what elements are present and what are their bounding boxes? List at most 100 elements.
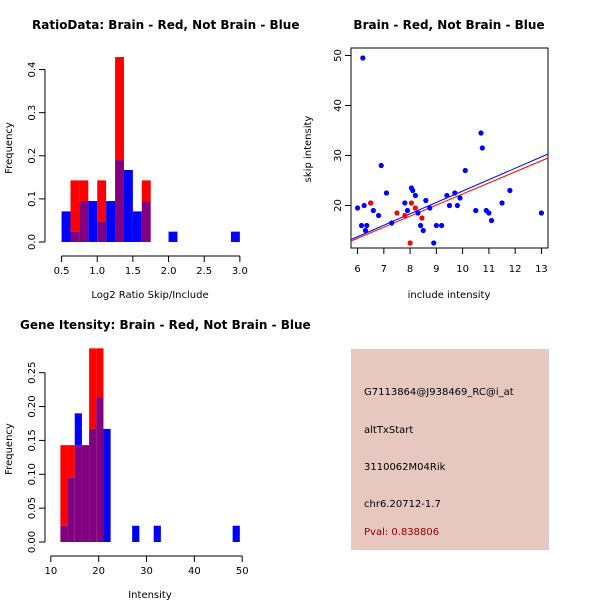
scatter-x-tick-label: 11 — [483, 264, 496, 275]
ratio-y-tick-label: 0.1 — [27, 191, 38, 207]
ratio-histogram-title: RatioData: Brain - Red, Not Brain - Blue — [32, 18, 299, 32]
scatter-x-tick-label: 10 — [456, 264, 469, 275]
scatter-point-not-brain — [427, 205, 433, 211]
scatter-point-not-brain — [420, 227, 426, 234]
scatter-y-tick-label: 50 — [333, 49, 344, 62]
ratio-x-tick-label: 1.5 — [125, 266, 141, 277]
scatter-point-not-brain — [478, 130, 484, 136]
ratio-bar-not-brain — [168, 231, 178, 242]
scatter-x-tick-label: 7 — [381, 264, 387, 275]
scatter-point-not-brain — [415, 210, 421, 216]
intensity-scatter-frame — [350, 47, 549, 249]
gene-intensity-histogram-bars — [60, 348, 240, 542]
ratio-histogram-ylabel: Frequency — [4, 122, 15, 174]
scatter-point-brain — [407, 240, 413, 246]
scatter-point-brain — [402, 212, 408, 219]
scatter-point-not-brain — [423, 197, 429, 204]
intensity-bar-not-brain — [153, 525, 161, 542]
scatter-point-brain — [419, 215, 425, 221]
intensity-x-tick-label: 30 — [140, 566, 153, 577]
scatter-x-tick-label: 6 — [354, 264, 360, 275]
ratio-bar-brain — [141, 180, 151, 202]
gene-intensity-histogram: Gene Itensity: Brain - Red, Not Brain - … — [4, 318, 311, 600]
ratio-x-tick-label: 3.0 — [232, 266, 248, 277]
scatter-y-tick-label: 40 — [333, 99, 344, 112]
scatter-point-not-brain — [360, 55, 366, 61]
scatter-x-tick-label: 8 — [407, 264, 413, 275]
intensity-bar-overlap — [60, 525, 68, 542]
ratio-histogram-xlabel: Log2 Ratio Skip/Include — [91, 290, 208, 301]
probe-id: G7113864@J938469_RC@i_at — [364, 387, 514, 398]
scatter-point-not-brain — [383, 190, 390, 196]
scatter-point-not-brain — [538, 210, 545, 216]
gene-intensity-histogram-title: Gene Itensity: Brain - Red, Not Brain - … — [20, 318, 311, 332]
intensity-bar-brain — [60, 445, 68, 526]
scatter-point-brain — [394, 210, 400, 216]
scatter-point-not-brain — [378, 162, 384, 169]
scatter-point-not-brain — [412, 192, 418, 199]
scatter-point-not-brain — [404, 207, 411, 214]
intensity-y-tick-label: 0.10 — [27, 463, 38, 485]
scatter-point-not-brain — [486, 210, 492, 216]
intensity-scatter: Brain - Red, Not Brain - Blue 6 7 8 9 10 11 12… — [303, 18, 549, 301]
ratio-histogram-bars — [61, 57, 240, 242]
scatter-point-not-brain — [431, 240, 437, 246]
intensity-y-tick-label: 0.05 — [27, 497, 38, 519]
ratio-bar-brain — [70, 180, 80, 232]
genomic-location: chr6.20712-1.7 — [364, 499, 441, 510]
intensity-bar-brain — [89, 348, 97, 429]
ratio-x-tick-label: 2.0 — [161, 266, 177, 277]
scatter-fit-line-red — [350, 157, 549, 242]
scatter-point-not-brain — [354, 205, 361, 211]
intensity-scatter-ylabel: skip intensity — [303, 116, 314, 183]
ratio-bar-overlap — [115, 160, 124, 242]
intensity-bar-not-brain — [232, 525, 240, 542]
scatter-point-not-brain — [499, 200, 505, 206]
intensity-x-tick-label: 50 — [236, 566, 249, 577]
intensity-x-tick-label: 20 — [92, 566, 105, 577]
ratio-bar-overlap — [79, 201, 89, 242]
ratio-bar-overlap — [141, 201, 151, 242]
scatter-point-not-brain — [402, 200, 408, 206]
ratio-bar-brain — [97, 180, 107, 222]
ratio-y-tick-label: 0.0 — [27, 234, 38, 250]
info-panel: G7113864@J938469_RC@i_at altTxStart 3110… — [351, 349, 549, 550]
intensity-bar-not-brain — [103, 428, 111, 542]
ratio-bar-not-brain — [132, 211, 142, 242]
ratio-bar-not-brain — [61, 211, 71, 242]
intensity-bar-not-brain — [74, 413, 82, 446]
intensity-y-tick-label: 0.20 — [27, 395, 38, 417]
intensity-x-tick-label: 40 — [188, 566, 201, 577]
ratio-histogram-axes: 0.5 1.0 1.5 2.0 2.5 3.0 0.0 0.1 0.2 0.3 0.4 — [27, 62, 248, 277]
scatter-point-not-brain — [444, 192, 450, 199]
ratio-bar-not-brain — [106, 201, 116, 242]
ratio-histogram: RatioData: Brain - Red, Not Brain - Blue… — [4, 18, 299, 301]
ratio-x-tick-label: 0.5 — [54, 266, 70, 277]
intensity-bar-overlap — [89, 428, 97, 542]
intensity-bar-overlap — [96, 397, 104, 542]
scatter-point-not-brain — [364, 222, 370, 229]
ratio-x-tick-label: 1.0 — [89, 266, 105, 277]
ratio-bar-not-brain — [230, 231, 240, 242]
scatter-point-not-brain — [361, 202, 367, 209]
intensity-y-tick-label: 0.25 — [27, 362, 38, 384]
scatter-fit-line-blue — [350, 153, 549, 240]
scatter-x-tick-label: 9 — [433, 264, 439, 275]
scatter-point-not-brain — [439, 222, 445, 229]
intensity-bar-brain — [67, 445, 75, 478]
intensity-bar-overlap — [67, 477, 75, 542]
intensity-y-tick-label: 0.15 — [27, 429, 38, 451]
gene-intensity-histogram-ylabel: Frequency — [4, 423, 15, 475]
scatter-point-not-brain — [452, 190, 458, 196]
intensity-bar-overlap — [81, 445, 90, 542]
gene-intensity-histogram-xlabel: Intensity — [128, 590, 172, 600]
scatter-point-not-brain — [418, 222, 424, 229]
event-type: altTxStart — [364, 425, 414, 436]
scatter-point-not-brain — [389, 220, 395, 226]
scatter-x-tick-label: 13 — [535, 264, 548, 275]
intensity-scatter-axes: 6 7 8 9 10 11 12 13 20 30 40 50 — [333, 49, 548, 275]
intensity-y-tick-label: 0.00 — [27, 531, 38, 553]
intensity-scatter-fit-lines — [350, 153, 549, 242]
scatter-point-not-brain — [457, 195, 463, 201]
